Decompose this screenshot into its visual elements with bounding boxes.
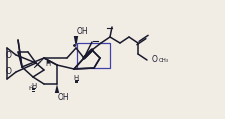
Text: H: H [73, 75, 79, 81]
Text: O: O [152, 55, 158, 64]
Text: H: H [45, 61, 51, 67]
Text: CH₃: CH₃ [159, 57, 169, 62]
Text: OH: OH [58, 94, 70, 102]
Text: O: O [6, 50, 12, 60]
Text: Ḣ: Ḣ [29, 87, 33, 92]
Text: O: O [6, 67, 12, 77]
Text: H: H [31, 83, 37, 89]
Polygon shape [55, 84, 59, 93]
Polygon shape [74, 36, 78, 48]
Text: OH: OH [77, 27, 89, 35]
